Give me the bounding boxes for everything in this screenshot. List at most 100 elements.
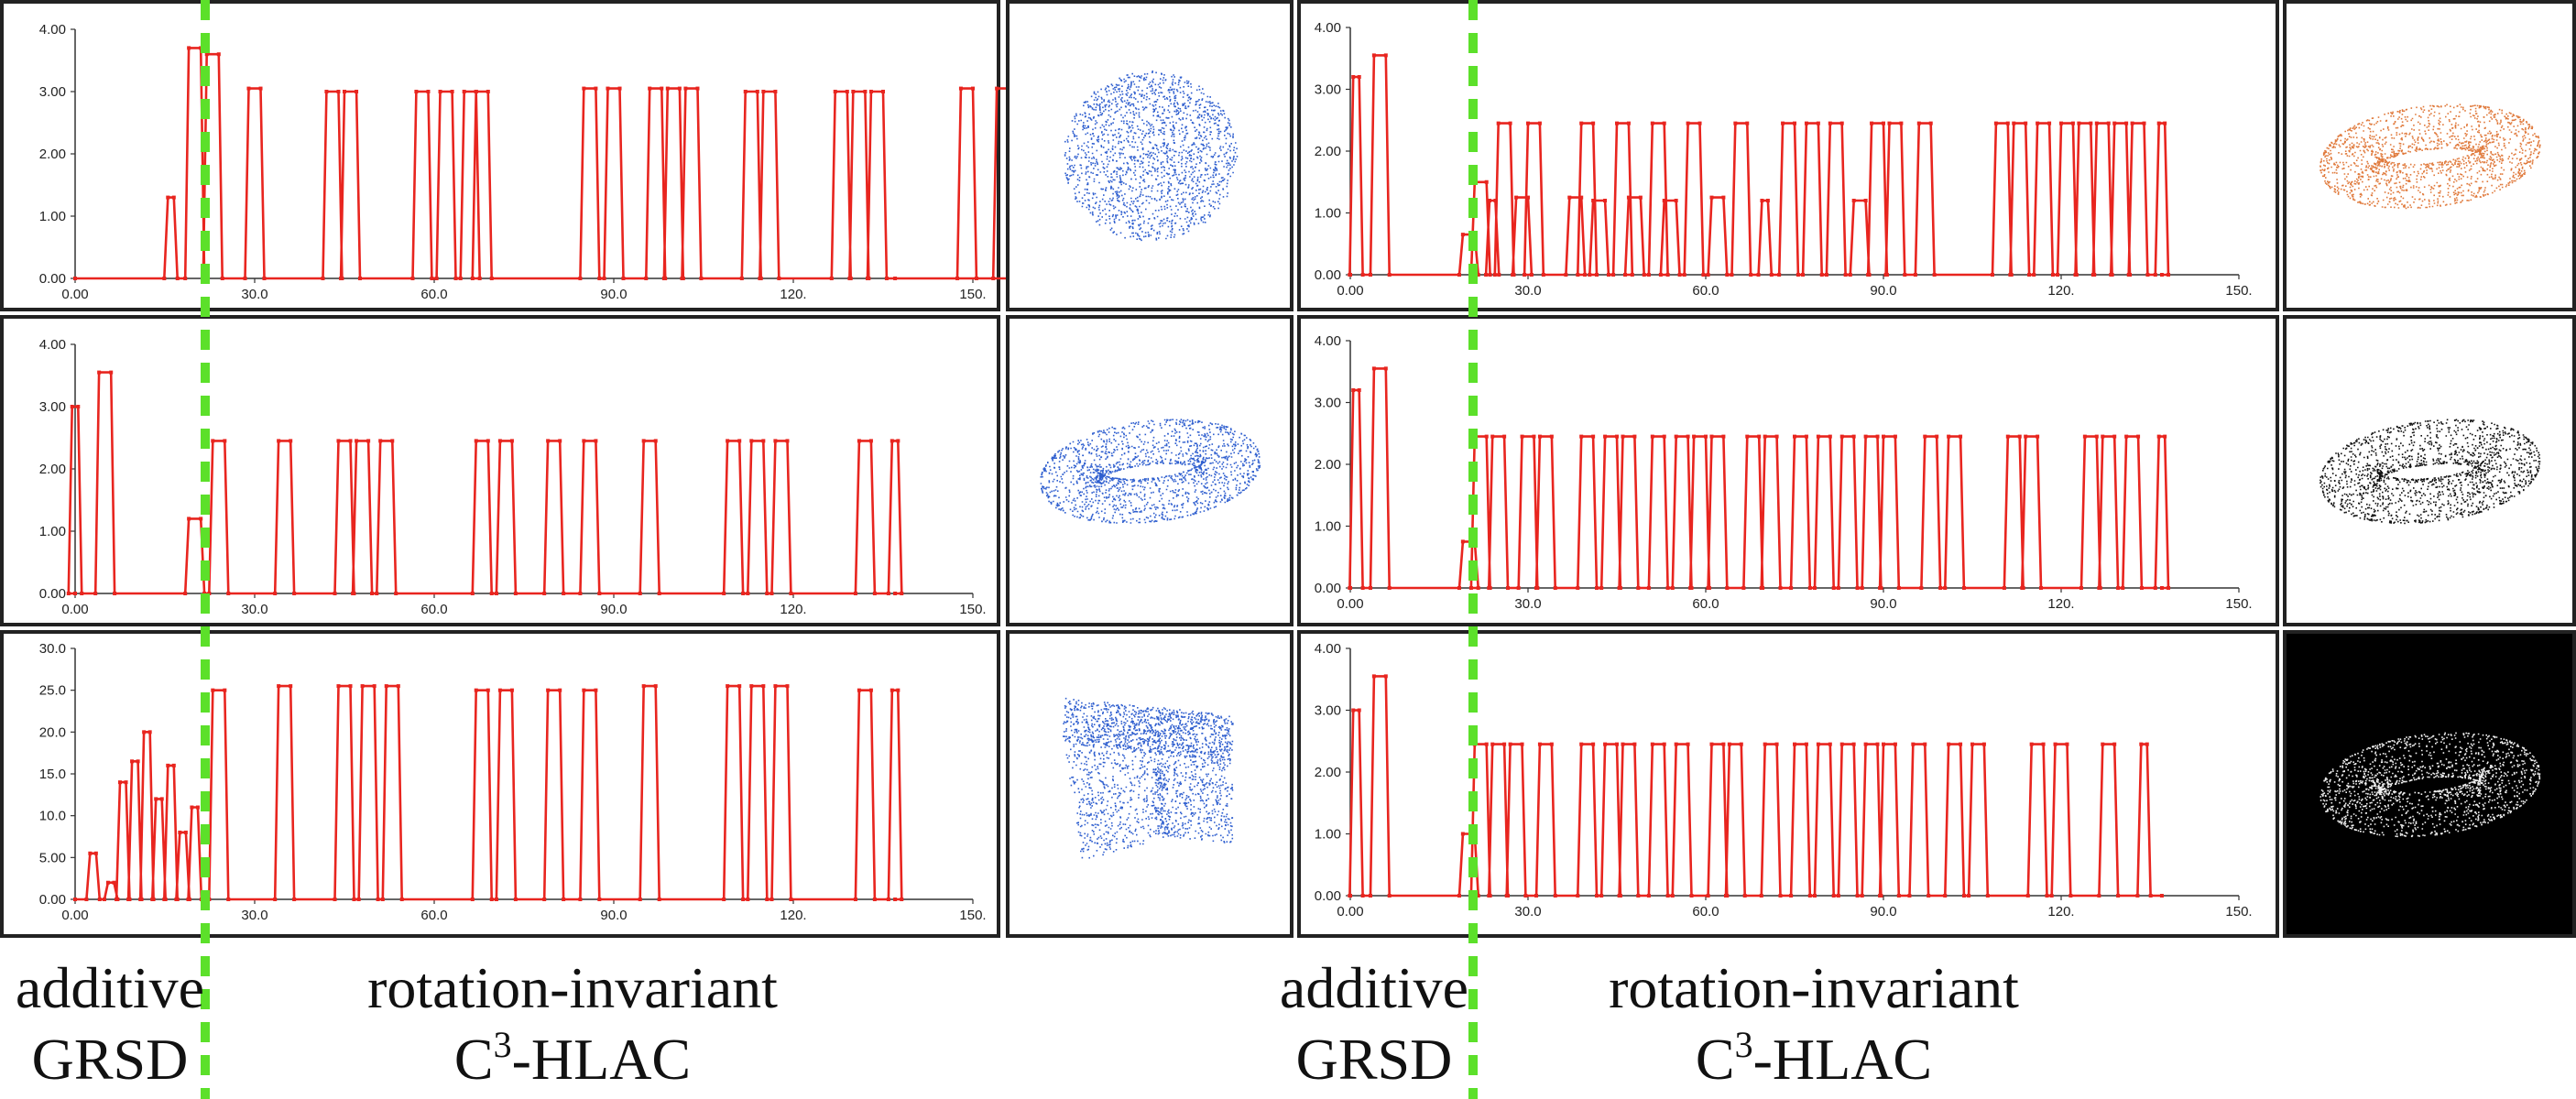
data-point (1611, 273, 1616, 277)
caption-right-additive: additive (1280, 955, 1468, 1020)
data-point (166, 763, 170, 767)
data-point (833, 90, 837, 93)
data-point (2159, 894, 2164, 898)
data-point (1778, 894, 1783, 898)
data-point (1488, 273, 1492, 277)
data-point (1576, 273, 1580, 277)
data-point (1615, 434, 1619, 439)
data-point (1357, 708, 1361, 713)
data-point (1636, 894, 1641, 898)
data-point (2056, 273, 2060, 277)
data-point (991, 277, 996, 280)
data-point (1839, 742, 1844, 746)
data-point (1516, 586, 1521, 590)
data-point (333, 592, 337, 595)
data-point (2024, 121, 2028, 125)
data-point (2156, 121, 2161, 125)
data-point (1903, 273, 1907, 277)
data-point (653, 684, 658, 689)
data-point (2135, 894, 2140, 898)
data-point (1348, 586, 1352, 590)
x-tick-label: 30.0 (1514, 596, 1541, 612)
data-point (578, 592, 583, 595)
data-point (1709, 742, 1714, 746)
data-point (1579, 742, 1584, 746)
data-point (853, 898, 857, 901)
x-tick-label: 150. (959, 602, 986, 617)
data-point (154, 797, 158, 801)
data-point (1981, 742, 1986, 746)
data-point (657, 898, 661, 901)
data-point (1492, 273, 1497, 277)
data-point (1351, 708, 1356, 713)
x-tick-label: 60.0 (1692, 283, 1719, 299)
series-line (75, 47, 1014, 280)
data-point (1896, 894, 1901, 898)
data-point (1777, 273, 1782, 277)
x-tick-label: 90.0 (600, 602, 627, 617)
data-point (93, 851, 98, 855)
data-point (216, 52, 221, 57)
data-point (150, 898, 155, 901)
data-point (333, 898, 337, 901)
data-point (1749, 273, 1753, 277)
data-point (1662, 121, 1666, 125)
data-point (1706, 273, 1710, 277)
data-point (1487, 586, 1491, 590)
data-point (1670, 894, 1675, 898)
y-tick-label: 2.00 (39, 462, 66, 477)
x-tick-label: 60.0 (420, 602, 447, 617)
data-point (1916, 121, 1921, 125)
orange-torus-point-cloud (2283, 0, 2576, 311)
point-cloud-dots (2319, 419, 2541, 525)
data-point (262, 277, 267, 280)
data-point (1828, 742, 1832, 746)
data-point (722, 898, 726, 901)
data-point (118, 780, 122, 785)
data-point (489, 277, 494, 280)
data-point (726, 439, 730, 443)
data-point (1911, 742, 1916, 746)
y-tick-label: 3.00 (1315, 396, 1341, 411)
data-point (1630, 273, 1634, 277)
data-point (1576, 894, 1580, 898)
data-point (886, 898, 890, 901)
data-point (1741, 586, 1746, 590)
data-point (190, 805, 194, 810)
data-point (1990, 273, 1994, 277)
data-point (2050, 273, 2055, 277)
data-point (1603, 199, 1608, 202)
data-point (2002, 586, 2006, 590)
data-point (1928, 121, 1933, 125)
data-point (2145, 273, 2150, 277)
data-point (1870, 121, 1874, 125)
data-point (896, 439, 901, 443)
data-point (277, 684, 281, 689)
data-point (348, 439, 353, 443)
data-point (562, 898, 566, 901)
data-point (1360, 586, 1365, 590)
data-point (1793, 434, 1796, 439)
data-point (1923, 742, 1927, 746)
data-point (376, 898, 380, 901)
data-point (2029, 742, 2034, 746)
data-point (372, 684, 377, 689)
data-point (470, 592, 475, 595)
data-point (1460, 539, 1465, 544)
data-point (594, 439, 598, 443)
data-point (2148, 894, 2153, 898)
data-point (829, 277, 834, 280)
data-point (597, 898, 602, 901)
data-point (1626, 121, 1631, 125)
data-point (546, 439, 551, 443)
data-point (103, 898, 107, 901)
data-point (2027, 273, 2032, 277)
data-point (2142, 121, 2146, 125)
data-point (1553, 586, 1557, 590)
data-point (66, 592, 71, 595)
data-point (1642, 273, 1646, 277)
data-point (1860, 586, 1864, 590)
data-point (1623, 273, 1628, 277)
data-point (1943, 894, 1948, 898)
